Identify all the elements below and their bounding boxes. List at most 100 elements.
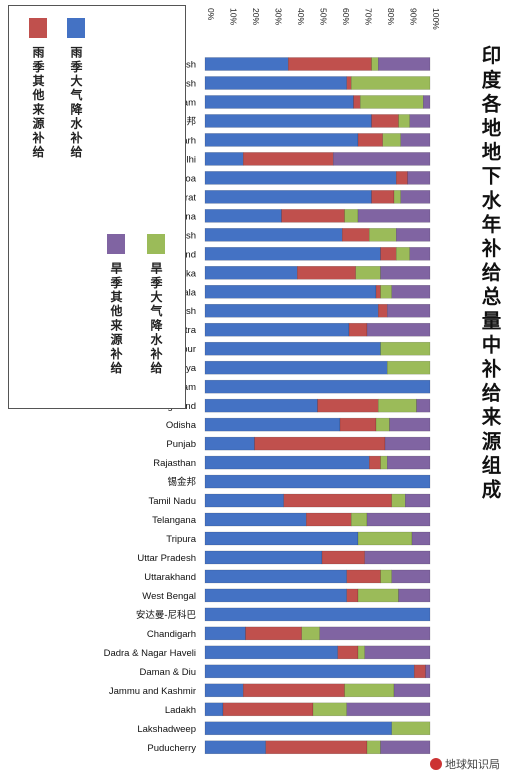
- bar-segment: [391, 285, 431, 299]
- bar-segment: [204, 493, 284, 508]
- bar-segment: [409, 247, 431, 261]
- bar-segment: [357, 209, 431, 223]
- bar-segment: [384, 436, 431, 451]
- bar-segment: [254, 436, 386, 451]
- category-label: West Bengal: [142, 591, 196, 602]
- legend-label: 雨季其他来源补给: [31, 46, 45, 160]
- category-label: Odisha: [166, 420, 197, 431]
- bar-segment: [283, 493, 392, 508]
- bar-segment: [369, 455, 381, 470]
- bar-segment: [317, 398, 379, 413]
- bar-segment: [204, 152, 244, 166]
- bar-segment: [366, 322, 431, 337]
- category-label: Uttar Pradesh: [137, 553, 196, 564]
- legend-swatch: [29, 18, 47, 38]
- bar-segment: [378, 303, 388, 318]
- bar-segment: [364, 550, 431, 565]
- watermark: 地球知识局: [430, 756, 500, 772]
- bar-segment: [378, 57, 431, 71]
- bar-segment: [414, 664, 426, 679]
- x-tick-label: 70%: [364, 8, 374, 25]
- bar-segment: [389, 417, 431, 432]
- bar-segment: [344, 683, 395, 698]
- bar-segment: [423, 95, 431, 109]
- bar-segment: [346, 588, 359, 603]
- bar-segment: [398, 588, 431, 603]
- bar-segment: [204, 531, 359, 546]
- bar-segment: [393, 190, 401, 204]
- bar-segment: [400, 133, 431, 147]
- bar-segment: [204, 683, 244, 698]
- bar-segment: [409, 114, 431, 128]
- category-label: Chandigarh: [147, 629, 196, 640]
- bar-segment: [204, 645, 338, 660]
- bar-segment: [375, 417, 390, 432]
- bar-segment: [382, 133, 401, 147]
- category-label: Puducherry: [147, 743, 196, 754]
- bar-segment: [204, 209, 282, 223]
- bar-segment: [204, 247, 381, 261]
- bar-segment: [337, 645, 359, 660]
- bar-segment: [204, 228, 343, 242]
- bar-segment: [387, 455, 431, 470]
- bar-segment: [243, 152, 334, 166]
- bar-segment: [204, 512, 307, 527]
- bar-segment: [333, 152, 431, 166]
- bar-segment: [265, 740, 368, 755]
- bar-segment: [281, 209, 345, 223]
- bar-segment: [380, 740, 431, 755]
- bar-segment: [204, 550, 323, 565]
- bar-segment: [416, 398, 431, 413]
- x-tick-label: 0%: [206, 8, 216, 21]
- bar-segment: [348, 322, 368, 337]
- bar-segment: [297, 266, 356, 280]
- chart-title: 印度各地地下水年补给总量中补给来源组成: [478, 45, 501, 503]
- x-tick-label: 90%: [409, 8, 419, 25]
- bar-segment: [396, 228, 431, 242]
- category-label: Tamil Nadu: [148, 496, 196, 507]
- bar-segment: [245, 626, 302, 641]
- bar-segment: [204, 95, 354, 109]
- bar-segment: [204, 133, 359, 147]
- legend-label: 旱季大气降水补给: [149, 262, 163, 376]
- bar-segment: [357, 588, 399, 603]
- bar-segment: [393, 683, 431, 698]
- bar-segment: [204, 740, 266, 755]
- category-label: Tripura: [166, 534, 196, 545]
- bar-segment: [380, 247, 397, 261]
- legend: 雨季大气降水补给 雨季其他来源补给 旱季大气降水补给 旱季其他来源补给: [8, 5, 186, 409]
- bar-segment: [391, 493, 406, 508]
- x-axis-ticks: 0% 10% 20% 30% 40% 50% 60% 70% 80% 90% 100%: [206, 8, 441, 30]
- bar-segment: [204, 702, 224, 717]
- legend-swatch: [67, 18, 85, 38]
- bar-segment: [364, 645, 431, 660]
- bar-segment: [204, 569, 347, 584]
- category-label: Jammu and Kashmir: [109, 686, 196, 697]
- bar-segment: [351, 512, 368, 527]
- category-label: Ladakh: [165, 705, 196, 716]
- bar-segment: [371, 57, 379, 71]
- legend-swatch: [147, 234, 165, 254]
- bar-segment: [204, 360, 388, 375]
- bar-segment: [346, 76, 352, 90]
- bar-segment: [243, 683, 345, 698]
- bar-segment: [396, 247, 410, 261]
- bar-segment: [204, 303, 379, 318]
- category-label: Uttarakhand: [144, 572, 196, 583]
- bar-segment: [366, 740, 381, 755]
- bar-segment: [204, 190, 372, 204]
- bar-segment: [351, 76, 431, 90]
- legend-label: 旱季其他来源补给: [109, 262, 123, 376]
- bar-segment: [222, 702, 314, 717]
- category-label: Lakshadweep: [137, 724, 196, 735]
- bar-segment: [204, 588, 347, 603]
- bar-segment: [339, 417, 377, 432]
- bar-segment: [204, 76, 347, 90]
- legend-label: 雨季大气降水补给: [69, 46, 83, 160]
- x-tick-label: 50%: [319, 8, 329, 25]
- bar-segment: [204, 664, 415, 679]
- x-tick-label: 10%: [229, 8, 239, 25]
- bar-segment: [306, 512, 352, 527]
- category-label: Rajasthan: [153, 458, 196, 469]
